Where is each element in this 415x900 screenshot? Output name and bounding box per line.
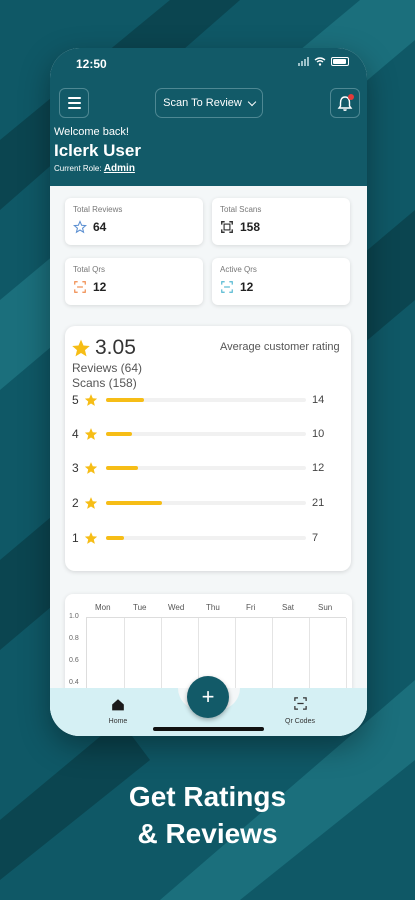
stat-value: 12 [93, 280, 107, 294]
day-label: Sat [282, 603, 295, 612]
rating-bar-fill [106, 501, 162, 505]
star-icon [84, 428, 98, 440]
rating-row-4: 4 10 [72, 425, 344, 443]
stat-label: Total Reviews [73, 205, 123, 214]
rating-count: 12 [312, 462, 325, 474]
rating-stars-label: 2 [72, 496, 79, 510]
home-indicator [153, 727, 264, 731]
dashboard-content: Total Reviews 64 Total Scans 158 Total Q… [50, 186, 367, 736]
scans-count: Scans (158) [72, 376, 137, 390]
hamburger-icon [67, 97, 81, 99]
phone-frame: 12:50 Scan To Review [50, 48, 367, 736]
scan-select-label: Scan To Review [163, 97, 242, 109]
day-label: Sun [318, 603, 333, 612]
status-icons [298, 57, 349, 66]
role-link[interactable]: Admin [103, 163, 135, 174]
stat-card-total-qrs[interactable]: Total Qrs 12 [65, 258, 203, 305]
day-label: Thu [206, 603, 220, 612]
role-prefix: Current Role: [54, 164, 102, 173]
stat-label: Total Qrs [73, 265, 106, 274]
y-tick-label: 0.4 [69, 679, 79, 686]
reviews-count: Reviews (64) [72, 361, 143, 375]
wifi-icon [314, 57, 326, 66]
rating-row-2: 2 21 [72, 494, 344, 512]
user-name: Iclerk User [54, 141, 141, 160]
qr-scan-icon [293, 697, 307, 710]
star-icon [84, 394, 98, 406]
star-icon [84, 532, 98, 544]
promo-line-2: & Reviews [137, 818, 278, 849]
qr-active-icon [221, 281, 233, 293]
rating-bar-fill [106, 466, 138, 470]
rating-row-3: 3 12 [72, 459, 344, 477]
stat-card-active-qrs[interactable]: Active Qrs 12 [212, 258, 350, 305]
stat-value: 12 [240, 280, 254, 294]
rating-bar [106, 398, 306, 402]
nav-qr-codes[interactable]: Qr Codes [280, 696, 320, 725]
nav-home-label: Home [108, 718, 128, 725]
welcome-section: Welcome back! Iclerk User Current Role: … [54, 126, 154, 182]
stat-label: Active Qrs [220, 265, 257, 274]
rating-bar-fill [106, 536, 124, 540]
stat-card-total-reviews[interactable]: Total Reviews 64 [65, 198, 203, 245]
star-outline-icon [73, 220, 87, 234]
star-icon [84, 462, 98, 474]
menu-button[interactable] [59, 88, 89, 118]
rating-bar-fill [106, 398, 144, 402]
rating-stars-label: 4 [72, 427, 79, 441]
qr-icon [74, 281, 86, 293]
rating-count: 14 [312, 394, 325, 406]
stat-value: 64 [93, 220, 107, 234]
current-role: Current Role: Admin [54, 163, 154, 174]
promo-caption: Get Ratings & Reviews [0, 778, 415, 852]
nav-qr-label: Qr Codes [285, 718, 315, 725]
y-tick-label: 1.0 [69, 613, 79, 620]
rating-stars-label: 1 [72, 531, 79, 545]
rating-stars-label: 3 [72, 461, 79, 475]
notification-badge [348, 94, 354, 100]
average-rating-label: Average customer rating [220, 341, 340, 353]
nav-home[interactable]: Home [103, 698, 133, 725]
day-label: Fri [246, 603, 256, 612]
rating-bar [106, 432, 306, 436]
promo-line-1: Get Ratings [128, 781, 287, 812]
notifications-button[interactable] [330, 88, 360, 118]
day-label: Wed [168, 603, 185, 612]
home-icon [112, 699, 124, 711]
rating-bar [106, 466, 306, 470]
rating-count: 10 [312, 428, 325, 440]
day-label: Tue [133, 603, 147, 612]
y-tick-label: 0.8 [69, 635, 79, 642]
star-icon [72, 339, 90, 357]
average-rating-value: 3.05 [95, 336, 136, 359]
scan-icon [221, 221, 233, 233]
rating-stars-label: 5 [72, 393, 79, 407]
rating-row-1: 1 7 [72, 529, 344, 547]
stat-card-total-scans[interactable]: Total Scans 158 [212, 198, 350, 245]
day-label: Mon [95, 603, 111, 612]
scan-to-review-select[interactable]: Scan To Review [155, 88, 263, 118]
rating-row-5: 5 14 [72, 391, 344, 409]
y-tick-label: 0.6 [69, 657, 79, 664]
stat-value: 158 [240, 220, 261, 234]
rating-bar-fill [106, 432, 132, 436]
rating-count: 21 [312, 497, 325, 509]
rating-bar [106, 501, 306, 505]
rating-summary-card: 3.05 Average customer rating Reviews (64… [65, 326, 351, 571]
app-header: 12:50 Scan To Review [50, 48, 367, 186]
average-rating: 3.05 [71, 336, 136, 360]
rating-count: 7 [312, 532, 319, 544]
chevron-down-icon [247, 97, 257, 106]
chart-grid [86, 617, 347, 705]
status-time: 12:50 [76, 57, 107, 71]
rating-bar [106, 536, 306, 540]
star-icon [84, 497, 98, 509]
welcome-text: Welcome back! [54, 126, 129, 138]
signal-icon [298, 57, 309, 66]
add-button[interactable]: + [187, 676, 229, 718]
battery-icon [331, 57, 349, 66]
stat-label: Total Scans [220, 205, 262, 214]
